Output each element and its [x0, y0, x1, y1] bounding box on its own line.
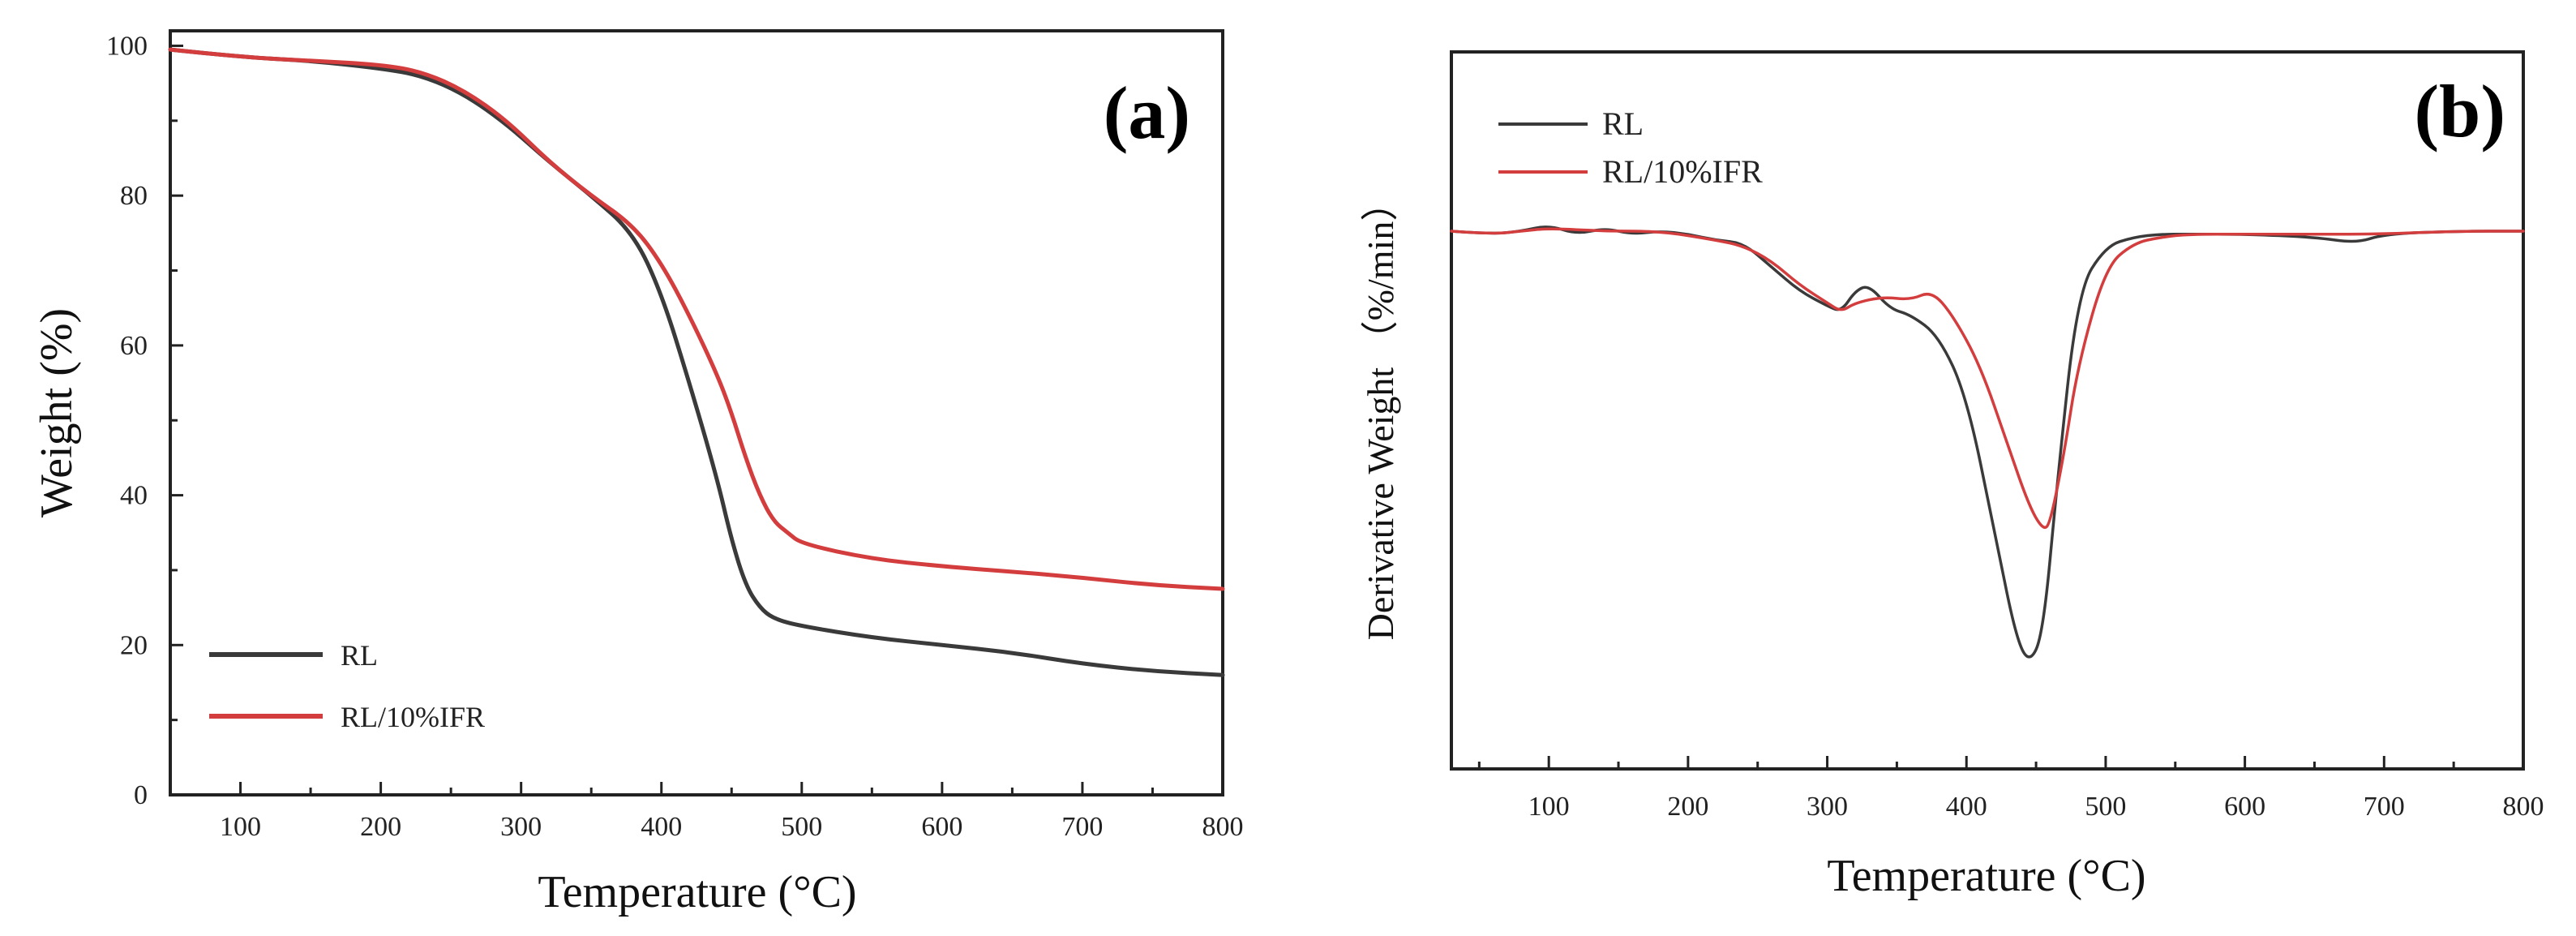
x-tick-label: 800 — [1202, 812, 1244, 842]
legend-label-ifr-a: RL/10%IFR — [341, 701, 485, 733]
series-line-rl-a — [168, 47, 1225, 677]
legend-b: RL RL/10%IFR — [1498, 105, 1763, 190]
series-line-rl-10-ifr-b — [1450, 227, 2525, 530]
legend-label-rl-b: RL — [1602, 105, 1644, 142]
panel-a-weight-chart: 0 20 40 60 80 100 100 200 300 400 500 600 700 800 (a… — [32, 29, 1244, 917]
y-axis-title-b: Derivative Weight （%/min） — [1360, 184, 1401, 641]
x-tick-label: 300 — [500, 812, 542, 842]
x-axis-ticks-b: 100 200 300 400 500 600 700 800 — [1477, 756, 2544, 822]
x-tick-label: 600 — [921, 812, 962, 842]
series-lines-a — [168, 47, 1225, 677]
y-tick-label: 60 — [120, 331, 148, 361]
y-axis-ticks-a: 0 20 40 60 80 100 — [106, 31, 183, 810]
x-tick-label: 400 — [1946, 792, 1987, 822]
y-tick-label: 0 — [134, 780, 148, 810]
panel-label-b: (b) — [2415, 70, 2505, 152]
x-axis-title-b: Temperature (°C) — [1827, 851, 2145, 901]
x-tick-label: 800 — [2503, 792, 2544, 822]
legend-label-rl-a: RL — [341, 639, 378, 672]
y-tick-label: 20 — [120, 630, 148, 660]
series-lines-b — [1450, 225, 2525, 659]
legend-a: RL RL/10%IFR — [209, 639, 485, 733]
plot-frame-a — [169, 29, 1224, 796]
y-tick-label: 100 — [106, 31, 148, 61]
x-tick-label: 500 — [2085, 792, 2126, 822]
y-tick-label: 80 — [120, 181, 148, 211]
x-tick-label: 100 — [1528, 792, 1570, 822]
plot-frame-b — [1450, 50, 2525, 771]
panel-b-derivative-chart: 100 200 300 400 500 600 700 800 (b) Derivative … — [1360, 50, 2544, 901]
series-line-rl-b — [1450, 225, 2525, 659]
series-line-rl-10-ifr-a — [168, 47, 1225, 591]
x-tick-label: 200 — [360, 812, 401, 842]
x-tick-label: 200 — [1667, 792, 1708, 822]
x-tick-label: 700 — [1061, 812, 1103, 842]
x-tick-label: 100 — [220, 812, 261, 842]
y-tick-label: 40 — [120, 481, 148, 511]
x-tick-label: 500 — [781, 812, 822, 842]
panel-label-a: (a) — [1104, 71, 1190, 154]
legend-label-ifr-b: RL/10%IFR — [1602, 153, 1763, 190]
x-tick-label: 300 — [1807, 792, 1848, 822]
x-tick-label: 700 — [2364, 792, 2405, 822]
x-tick-label: 400 — [641, 812, 682, 842]
x-axis-ticks-a: 100 200 300 400 500 600 700 800 — [169, 782, 1244, 842]
y-axis-title-a: Weight (%) — [32, 308, 82, 517]
x-axis-title-a: Temperature (°C) — [538, 867, 856, 917]
x-tick-label: 600 — [2224, 792, 2265, 822]
